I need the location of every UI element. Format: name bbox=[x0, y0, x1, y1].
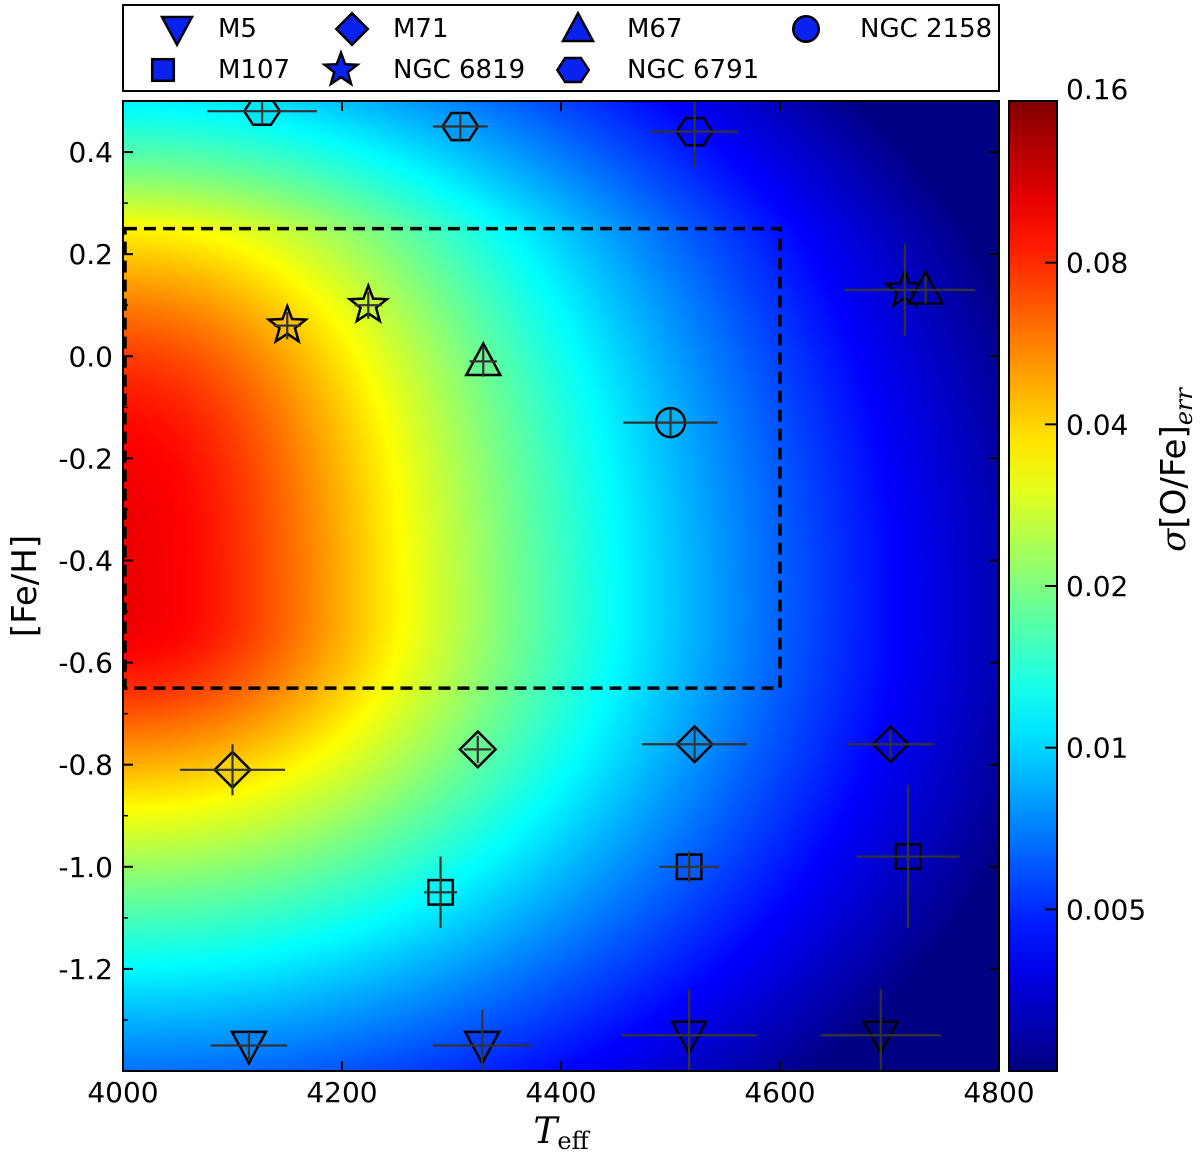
legend-entry: NGC 2158 bbox=[792, 14, 992, 44]
legend: M5 M71 M67 NGC 2158 M107 NGC 6819 NGC 6791 bbox=[122, 4, 1000, 92]
legend-entry: NGC 6819 bbox=[321, 49, 525, 87]
data-point bbox=[458, 729, 498, 769]
data-point bbox=[659, 851, 719, 883]
data-point bbox=[179, 744, 286, 796]
data-point bbox=[346, 282, 391, 324]
data-point bbox=[820, 989, 941, 1071]
x-axis-title: Teff bbox=[533, 1111, 590, 1152]
legend-marker bbox=[560, 10, 596, 43]
legend-label: NGC 6819 bbox=[393, 55, 525, 85]
data-point bbox=[642, 724, 748, 764]
legend-entry: NGC 6791 bbox=[555, 55, 759, 85]
y-tick-label: -0.4 bbox=[58, 544, 113, 577]
heatmap bbox=[123, 101, 999, 1071]
data-point bbox=[623, 406, 718, 439]
y-tick-label: 0.4 bbox=[68, 136, 113, 169]
colorbar-tick-label: 0.01 bbox=[1066, 732, 1128, 765]
plot-area: 4000 4200 4400 4600 4800 0.4 0.2 0.0 -0.2 -0.4 -0… bbox=[58, 100, 1035, 1109]
legend-marker bbox=[555, 56, 591, 84]
legend-marker bbox=[321, 49, 361, 87]
x-tick-label: 4600 bbox=[744, 1076, 815, 1109]
legend-entry: M5 bbox=[159, 14, 257, 48]
legend-marker bbox=[334, 11, 370, 47]
legend-marker bbox=[159, 15, 195, 48]
legend-marker bbox=[150, 57, 176, 83]
legend-label: M107 bbox=[218, 55, 290, 85]
colorbar-tick-label: 0.02 bbox=[1066, 570, 1128, 603]
data-point bbox=[210, 1030, 288, 1066]
y-tick-label: 0.0 bbox=[68, 340, 113, 373]
y-tick-label: -0.8 bbox=[58, 749, 113, 782]
y-axis-title: [Fe/H] bbox=[5, 535, 45, 637]
colorbar: 0.005 0.01 0.02 0.04 0.08 0.16 σ[O/Fe]err bbox=[1008, 73, 1198, 1072]
legend-label: M67 bbox=[627, 14, 683, 44]
data-point bbox=[207, 101, 317, 127]
legend-label: M5 bbox=[218, 14, 257, 44]
legend-label: M71 bbox=[393, 14, 449, 44]
data-point bbox=[621, 989, 758, 1071]
x-tick-label: 4200 bbox=[306, 1076, 377, 1109]
legend-entry: M71 bbox=[334, 11, 449, 47]
legend-label: NGC 2158 bbox=[860, 14, 992, 44]
y-tick-label: -1.0 bbox=[58, 851, 113, 884]
legend-label: NGC 6791 bbox=[627, 55, 759, 85]
data-point bbox=[432, 1009, 532, 1071]
colorbar-tick-label: 0.04 bbox=[1066, 408, 1128, 441]
data-point bbox=[876, 269, 975, 305]
data-point bbox=[650, 101, 739, 168]
x-tick-label: 4400 bbox=[525, 1076, 596, 1109]
y-tick-label: -1.2 bbox=[58, 953, 113, 986]
data-point bbox=[424, 856, 457, 929]
colorbar-tick-label: 0.16 bbox=[1066, 73, 1128, 106]
data-point bbox=[856, 785, 960, 929]
data-point bbox=[432, 111, 488, 142]
y-tick-label: -0.6 bbox=[58, 647, 113, 680]
legend-entry: M107 bbox=[150, 55, 290, 85]
colorbar-tick-label: 0.005 bbox=[1066, 893, 1146, 926]
legend-marker bbox=[792, 15, 820, 43]
data-point bbox=[464, 340, 503, 377]
colorbar-tick-label: 0.08 bbox=[1066, 247, 1128, 280]
data-point bbox=[846, 724, 935, 764]
x-tick-label: 4000 bbox=[87, 1076, 158, 1109]
legend-entry: M67 bbox=[560, 10, 683, 44]
y-tick-label: -0.2 bbox=[58, 442, 113, 475]
colorbar-title: σ[O/Fe]err bbox=[1154, 387, 1198, 552]
y-tick-label: 0.2 bbox=[68, 238, 113, 271]
x-tick-label: 4800 bbox=[963, 1076, 1034, 1109]
data-point bbox=[265, 302, 310, 345]
